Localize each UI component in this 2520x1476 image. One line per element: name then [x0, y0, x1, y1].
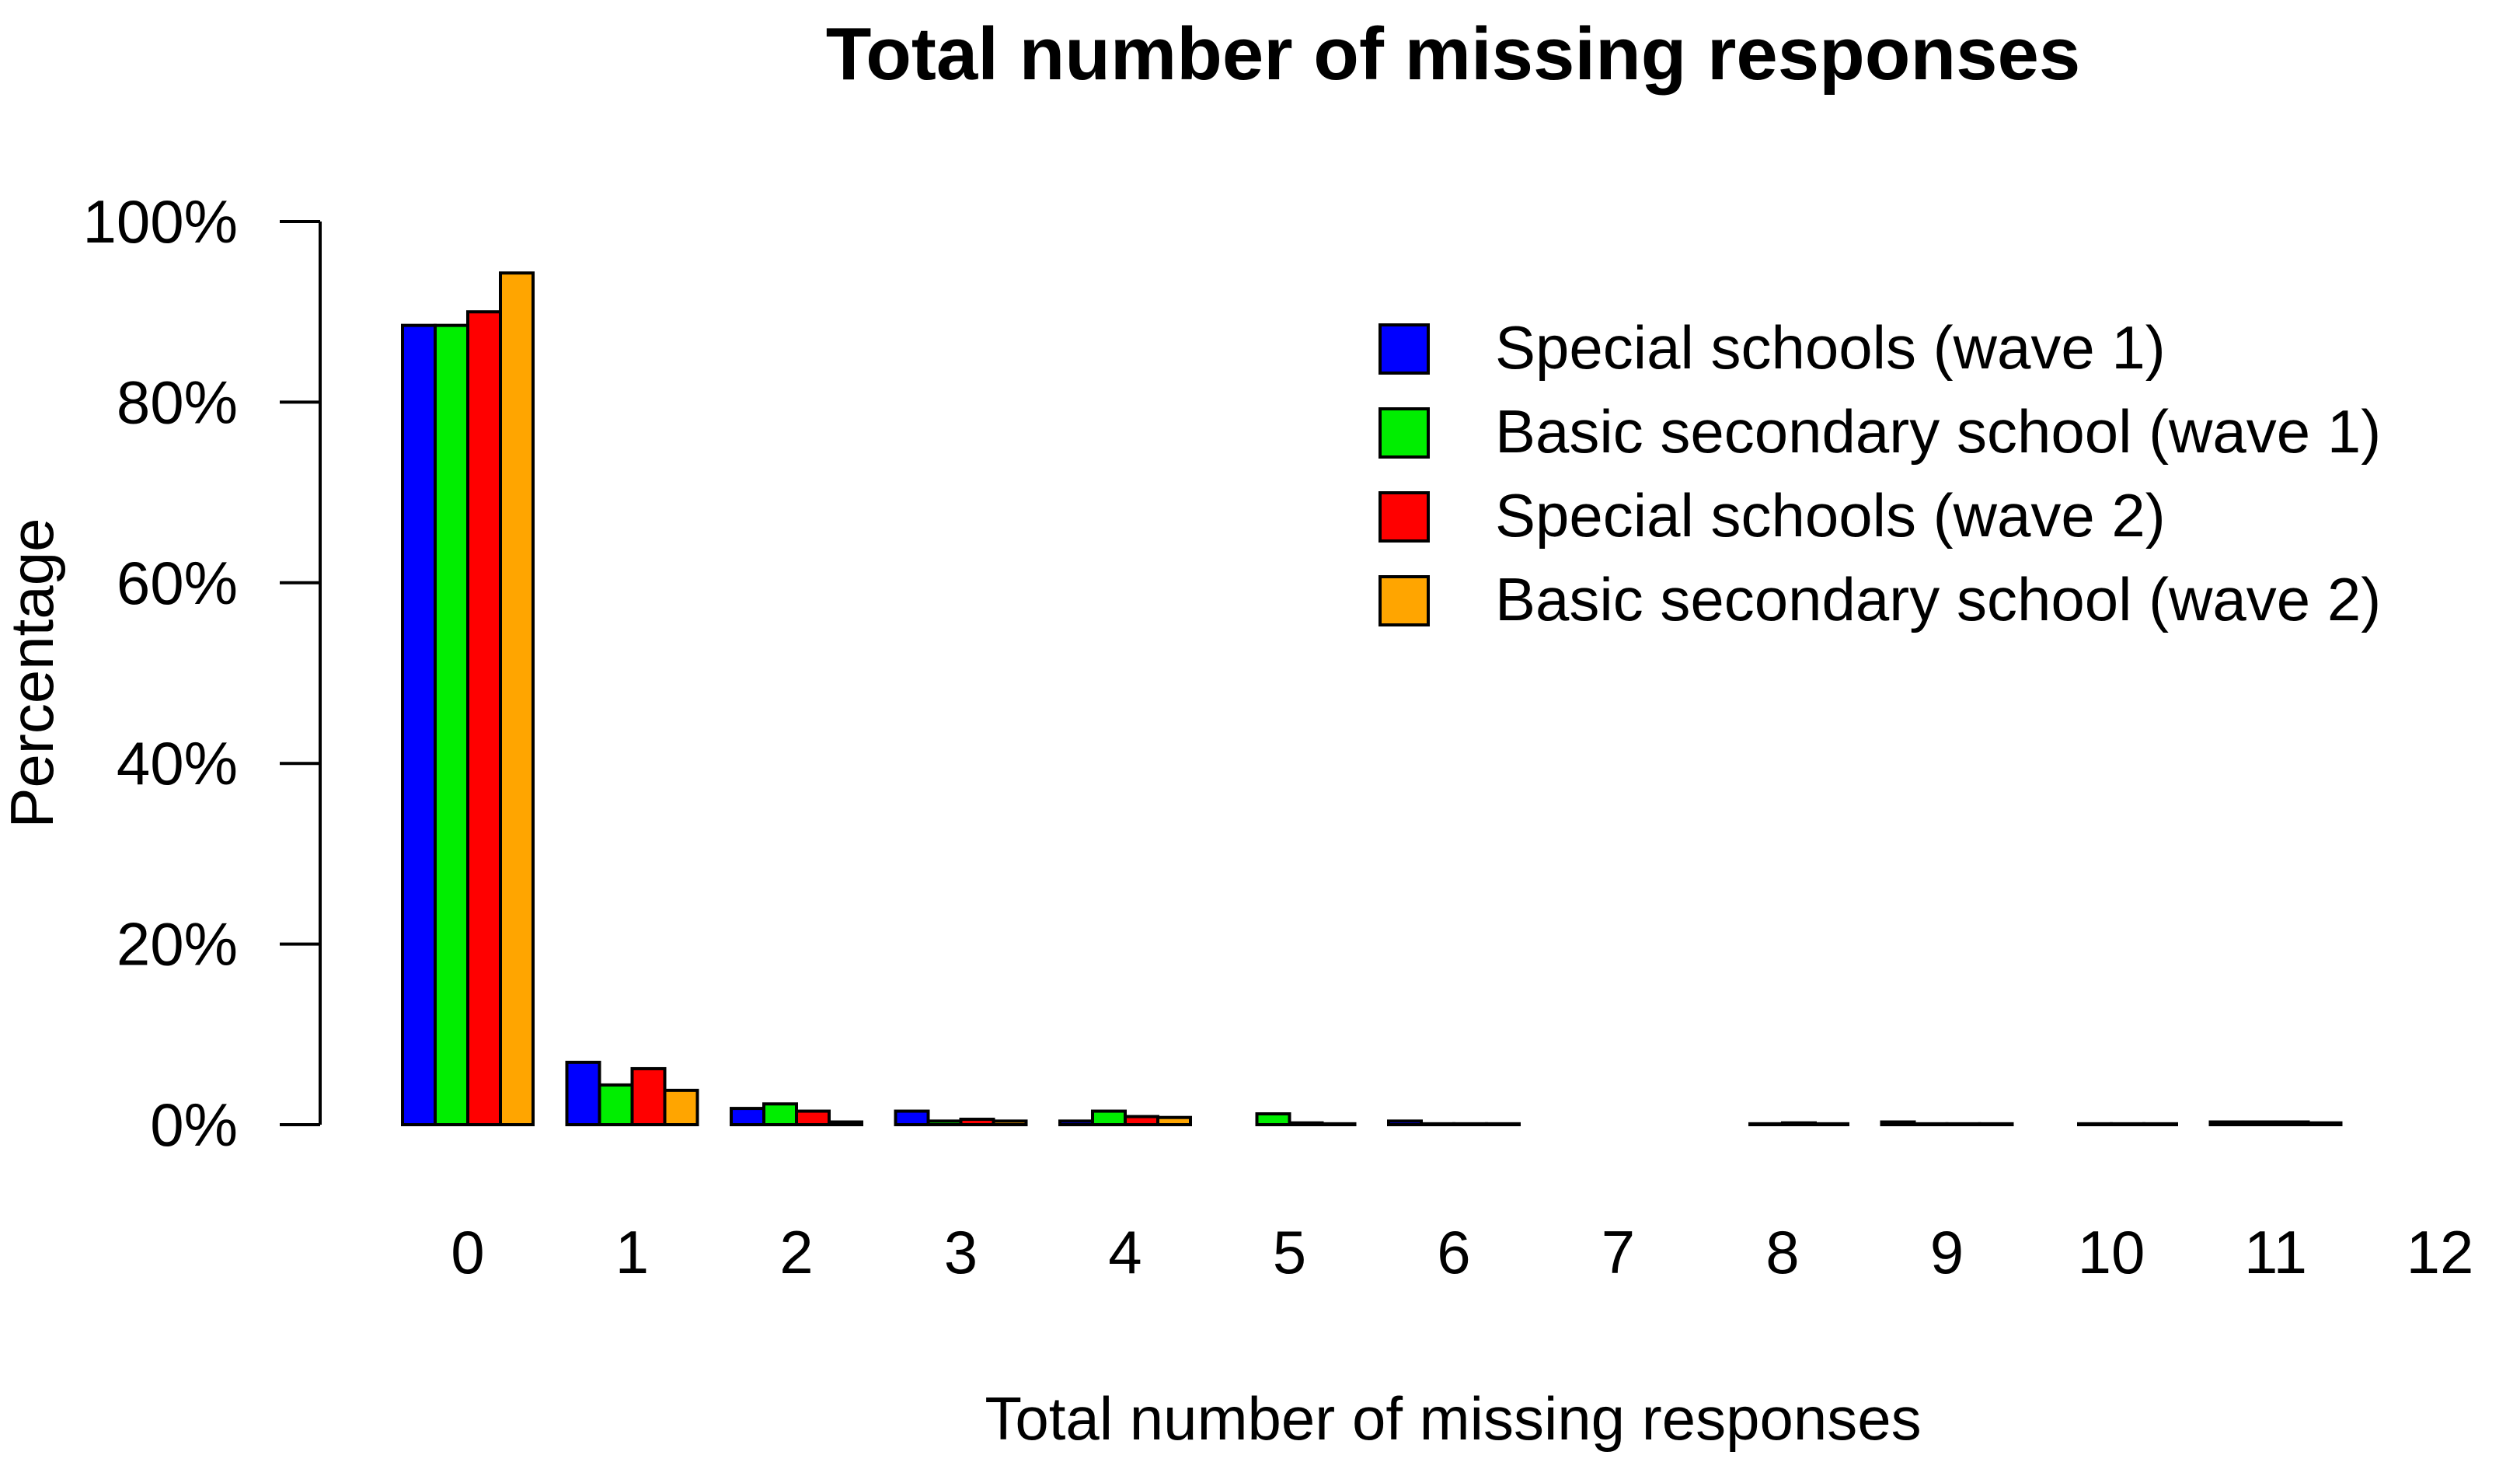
bar-0-series-4 [499, 271, 535, 1126]
chart-title: Total number of missing responses [826, 12, 2081, 96]
legend-swatch [1379, 575, 1430, 626]
legend: Special schools (wave 1) Basic secondary … [1379, 313, 2381, 633]
bar-4-series-1 [1058, 1119, 1094, 1127]
legend-swatch [1379, 407, 1430, 459]
y-tick-label: 60% [117, 549, 238, 617]
bar-1-series-3 [630, 1066, 667, 1127]
bar-2-series-4 [828, 1120, 863, 1127]
legend-label: Basic secondary school (wave 2) [1495, 565, 2381, 633]
bar-8-series-3 [1781, 1121, 1817, 1127]
legend-label: Special schools (wave 1) [1495, 313, 2166, 382]
x-tick-label: 5 [1273, 1218, 1306, 1286]
bar-5-series-2 [1255, 1112, 1291, 1127]
bar-0-series-2 [434, 323, 469, 1126]
bar-11-series-3 [2274, 1120, 2310, 1127]
bar-6-series-4 [1485, 1122, 1521, 1127]
x-axis-ticks: 0 1 2 3 4 5 6 7 8 9 10 11 12 [451, 1218, 2473, 1286]
y-tick-label: 0% [150, 1090, 238, 1159]
bar-4-series-4 [1156, 1115, 1192, 1126]
bar-0-series-3 [466, 310, 502, 1127]
bar-11-series-2 [2241, 1120, 2278, 1127]
bar-9-series-4 [1978, 1122, 2014, 1127]
bar-3-series-3 [959, 1118, 995, 1126]
bar-1-series-1 [565, 1060, 601, 1127]
bar-1-series-2 [598, 1083, 634, 1126]
bar-0-series-1 [401, 323, 437, 1126]
x-tick-label: 8 [1765, 1218, 1799, 1286]
bars [401, 271, 2343, 1127]
x-tick-label: 0 [451, 1218, 484, 1286]
bar-4-series-2 [1091, 1109, 1127, 1126]
x-tick-label: 12 [2407, 1218, 2474, 1286]
bar-6-series-1 [1387, 1119, 1423, 1127]
bar-3-series-1 [894, 1109, 930, 1126]
y-tick-label: 80% [117, 368, 238, 436]
x-tick-label: 6 [1437, 1218, 1470, 1286]
bar-8-series-4 [1814, 1122, 1849, 1127]
y-axis: 0% 20% 40% 60% 80% 100% [83, 187, 322, 1159]
bar-6-series-2 [1420, 1122, 1455, 1127]
legend-swatch [1379, 491, 1430, 543]
bar-10-series-3 [2110, 1122, 2145, 1127]
bar-1-series-4 [663, 1088, 699, 1126]
x-tick-label: 7 [1602, 1218, 1635, 1286]
x-tick-label: 1 [615, 1218, 649, 1286]
y-tick-label: 100% [83, 187, 239, 256]
legend-label: Basic secondary school (wave 1) [1495, 397, 2381, 466]
x-tick-label: 10 [2078, 1218, 2145, 1286]
bar-6-series-3 [1452, 1122, 1488, 1127]
bar-5-series-4 [1320, 1122, 1357, 1127]
y-tick-label: 40% [117, 729, 238, 797]
bar-3-series-2 [926, 1119, 963, 1127]
bar-5-series-3 [1288, 1121, 1324, 1127]
x-tick-label: 3 [944, 1218, 978, 1286]
x-axis-label: Total number of missing responses [985, 1384, 1921, 1453]
x-tick-label: 2 [779, 1218, 813, 1286]
bar-3-series-4 [992, 1119, 1028, 1127]
y-tick-label: 20% [117, 910, 238, 979]
bar-2-series-3 [795, 1109, 831, 1126]
bar-10-series-4 [2142, 1122, 2178, 1127]
legend-label: Special schools (wave 2) [1495, 481, 2166, 550]
x-tick-label: 11 [2244, 1218, 2307, 1286]
bar-4-series-3 [1124, 1115, 1159, 1126]
legend-swatch [1379, 323, 1430, 375]
bar-9-series-3 [1945, 1122, 1981, 1127]
bar-2-series-2 [762, 1102, 798, 1127]
x-tick-label: 4 [1108, 1218, 1141, 1286]
bar-9-series-1 [1880, 1120, 1916, 1127]
bar-8-series-2 [1748, 1122, 1784, 1127]
x-tick-label: 9 [1930, 1218, 1964, 1286]
bar-11-series-4 [2306, 1121, 2343, 1127]
bar-9-series-2 [1912, 1122, 1949, 1127]
bar-11-series-1 [2208, 1120, 2245, 1127]
bar-10-series-2 [2077, 1122, 2113, 1127]
y-axis-label: Percentage [0, 518, 66, 829]
bar-2-series-1 [730, 1107, 765, 1126]
